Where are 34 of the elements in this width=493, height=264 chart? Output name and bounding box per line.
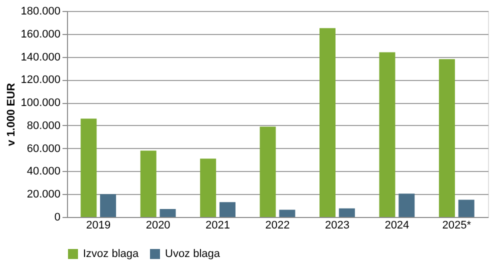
y-tick-label: 100.000 — [20, 97, 60, 110]
y-tick-label: 160.000 — [20, 28, 60, 40]
y-tick-label: 60.000 — [26, 142, 60, 155]
bar — [200, 158, 216, 217]
y-tick-label: 140.000 — [20, 51, 60, 64]
bar — [458, 200, 474, 217]
bar — [140, 150, 156, 217]
bar — [379, 52, 396, 217]
legend-label: Uvoz blaga — [165, 248, 221, 260]
y-tick-label: 0 — [54, 212, 60, 224]
x-tick-label: 2020 — [146, 220, 170, 232]
bar — [80, 118, 97, 217]
bar — [219, 202, 236, 217]
x-tick-label: 2022 — [265, 220, 290, 232]
bar — [338, 208, 355, 217]
x-tick-label: 2025* — [442, 220, 472, 232]
x-tick-label: 2019 — [86, 220, 111, 232]
y-tick-label: 180.000 — [20, 6, 60, 18]
bar — [260, 126, 276, 217]
bar — [438, 59, 455, 217]
bar — [398, 194, 415, 217]
legend-label: Izvoz blaga — [83, 248, 140, 260]
x-tick-label: 2021 — [206, 220, 230, 232]
y-tick-label: 20.000 — [26, 188, 60, 201]
x-tick-label: 2023 — [324, 220, 350, 232]
y-tick-label: 80.000 — [26, 120, 60, 132]
x-tick-label: 2024 — [384, 220, 410, 232]
y-axis-title: v 1.000 EUR — [6, 82, 18, 146]
bar — [100, 194, 116, 217]
bar — [320, 28, 336, 217]
bar — [160, 208, 176, 217]
bar — [279, 210, 296, 217]
y-tick-label: 120.000 — [20, 74, 60, 86]
y-tick-label: 40.000 — [26, 166, 60, 178]
